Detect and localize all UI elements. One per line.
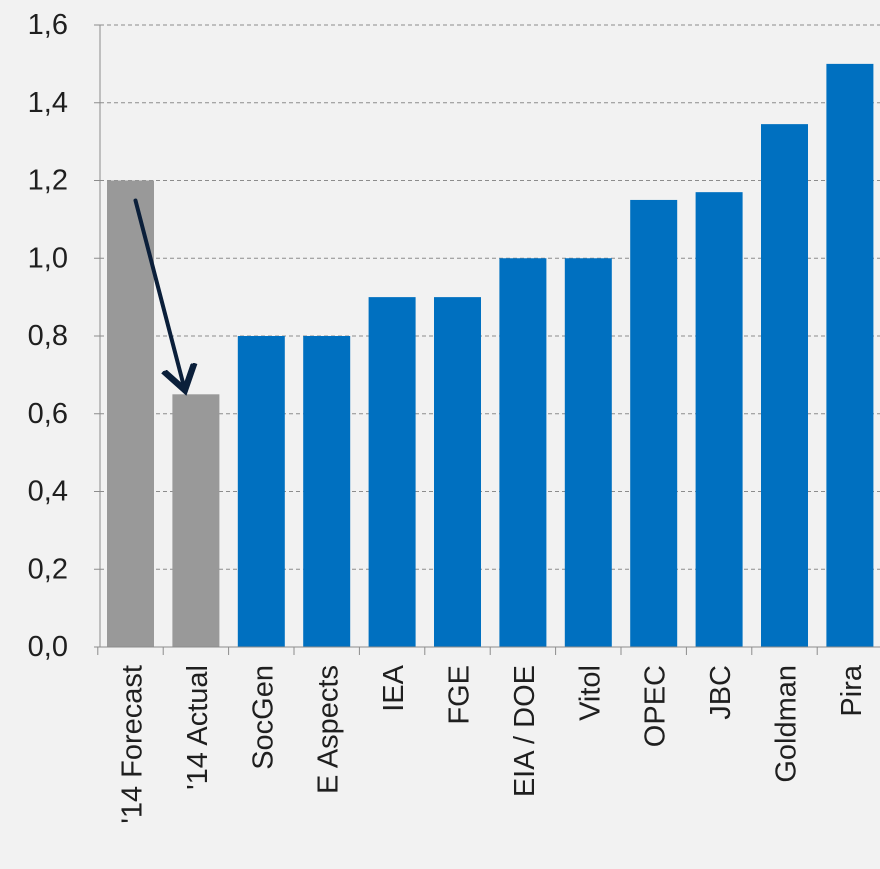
bar [761,124,808,648]
x-tick-label: OPEC [640,665,672,747]
x-tick-label: Vitol [574,665,606,721]
y-tick-label: 1,2 [28,165,68,197]
bar [630,199,678,647]
x-tick-label: '14 Forecast [117,665,149,824]
x-tick-label: EIA / DOE [509,665,541,797]
x-tick-label: IEA [378,664,410,711]
bar [434,297,481,647]
bar [695,192,743,647]
x-tick-label: '14 Actual [182,665,214,790]
y-tick-labels: 0,0 0,2 0,4 0,6 0,8 1,0 1,2 1,4 1,6 [28,9,68,663]
bar [368,297,416,647]
bar [107,180,154,647]
bar [564,258,612,647]
y-tick-label: 0,8 [28,320,68,352]
x-tick-label: SocGen [247,665,279,770]
x-tick-labels: '14 Forecast '14 Actual SocGen E Aspects IEA… [117,664,868,824]
annotations [133,198,184,387]
y-tick-label: 1,6 [28,9,68,41]
gridlines [100,24,880,570]
x-tick-label: Goldman [771,665,803,783]
decline-arrow [133,198,184,387]
axes [94,24,880,655]
x-tick-label: Pira [836,664,868,716]
x-tick-label: E Aspects [313,665,345,794]
bar [826,63,874,647]
y-tick-label: 0,4 [28,476,68,508]
bar [499,258,547,647]
y-tick-label: 1,4 [28,87,68,119]
bar [303,336,351,647]
y-tick-label: 0,0 [28,631,68,663]
bars [107,63,874,648]
bar [237,336,285,647]
y-tick-label: 0,2 [28,553,68,585]
x-tick-label: JBC [705,665,737,720]
y-tick-label: 1,0 [28,242,68,274]
bar [172,394,220,647]
y-tick-label: 0,6 [28,398,68,430]
x-tick-label: FGE [444,665,476,725]
